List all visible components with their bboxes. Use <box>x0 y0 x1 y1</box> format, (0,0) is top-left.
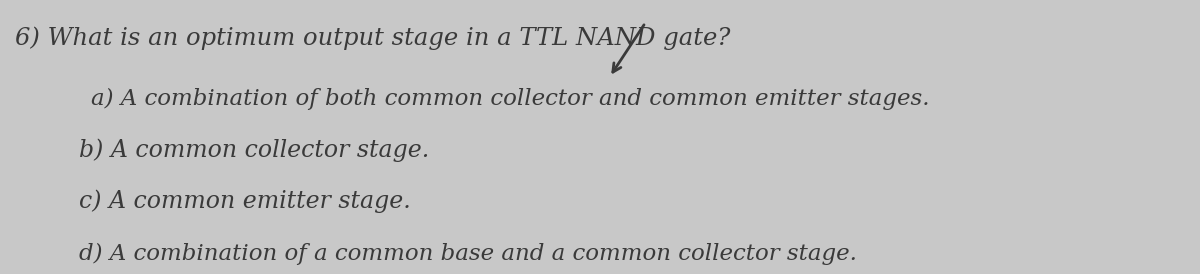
Text: b) A common collector stage.: b) A common collector stage. <box>79 138 428 162</box>
Text: d) A combination of a common base and a common collector stage.: d) A combination of a common base and a … <box>79 243 857 265</box>
Text: 6) What is an optimum output stage in a TTL NAND gate?: 6) What is an optimum output stage in a … <box>16 26 731 50</box>
Text: a) A combination of both common collector and common emitter stages.: a) A combination of both common collecto… <box>90 88 929 110</box>
Text: c) A common emitter stage.: c) A common emitter stage. <box>79 190 410 213</box>
